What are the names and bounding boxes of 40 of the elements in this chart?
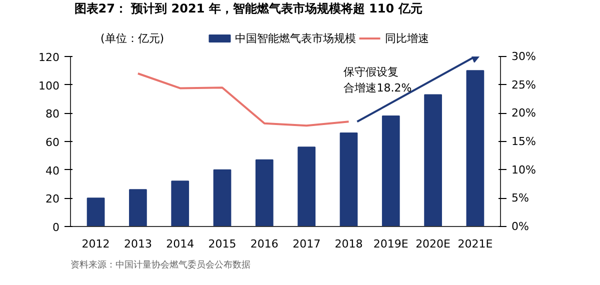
- y2-tick-label: 0%: [512, 220, 529, 233]
- x-tick-label: 2016: [250, 238, 278, 250]
- y-tick-label: 0: [52, 221, 60, 234]
- y-tick-label: 40: [46, 164, 60, 178]
- bar: [466, 70, 484, 226]
- x-tick-label: 2021E: [458, 238, 493, 250]
- x-tick-label: 2015: [208, 238, 236, 250]
- y2-tick-label: 25%: [512, 78, 536, 92]
- y-tick-label: 60: [46, 136, 60, 149]
- bar: [255, 159, 274, 226]
- annotation: 保守假设复合增速18.2%: [344, 66, 412, 94]
- y2-tick-label: 20%: [512, 106, 536, 120]
- y-tick-label: 100: [38, 79, 60, 92]
- x-tick-label: 2019E: [373, 238, 408, 250]
- y-tick-label: 20: [46, 192, 60, 206]
- chart-title: 图表27： 预计到 2021 年，智能燃气表市场规模将超 110 亿元: [74, 2, 422, 16]
- legend-label: 中国智能燃气表市场规模: [234, 32, 356, 45]
- legend-label: 同比增速: [384, 32, 429, 45]
- x-tick-label: 2013: [124, 238, 152, 250]
- bar: [213, 169, 232, 226]
- y-tick-label: 80: [46, 108, 60, 121]
- bar: [171, 180, 190, 226]
- x-tick-label: 2017: [292, 238, 321, 250]
- bar: [382, 116, 400, 226]
- x-tick-label: 2020E: [416, 238, 451, 250]
- bar: [86, 198, 105, 226]
- y-tick-label: 120: [38, 51, 60, 64]
- y2-tick-label: 15%: [512, 135, 536, 148]
- y-axis-title: (单位：亿元): [100, 32, 164, 45]
- text: 资料来源：中国计量协会燃气委员会公布数据: [70, 260, 250, 270]
- bar: [298, 146, 316, 226]
- bar: [129, 189, 147, 226]
- bar: [340, 132, 358, 226]
- x-tick-label: 2018: [334, 238, 363, 250]
- x-tick-label: 2014: [166, 238, 194, 250]
- y2-tick-label: 5%: [512, 192, 529, 205]
- bar: [424, 94, 442, 226]
- x-tick-label: 2012: [82, 238, 110, 250]
- y2-tick-label: 30%: [512, 50, 536, 63]
- y2-tick-label: 10%: [512, 163, 536, 176]
